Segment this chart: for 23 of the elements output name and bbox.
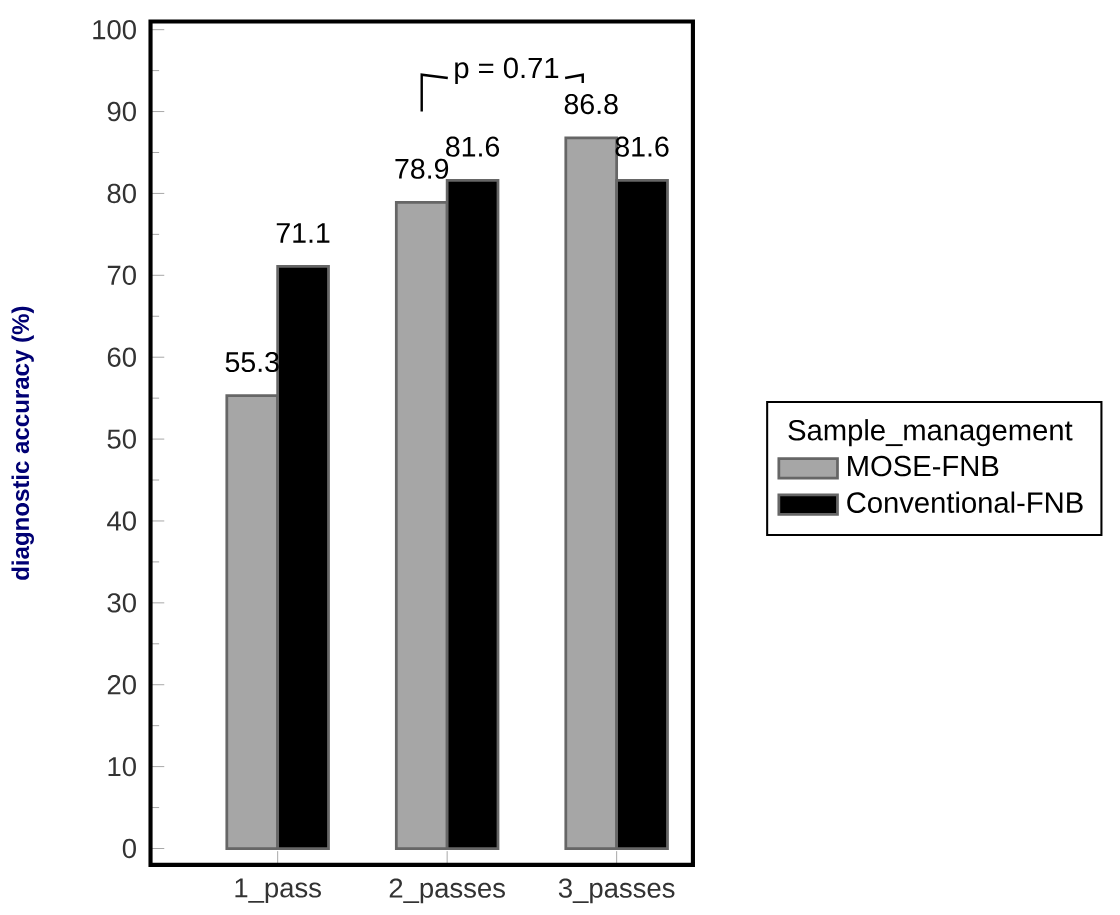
x-tick-label: 1_pass [235, 878, 321, 904]
y-tick-label: 60 [107, 347, 136, 368]
y-tick-label: 100 [93, 20, 136, 40]
y-tick-label: 20 [107, 675, 136, 695]
y-tick-label: 0 [122, 838, 136, 859]
y-tick-label: 90 [107, 101, 136, 122]
x-tick-label: 2_passes [389, 878, 505, 904]
data-label: 81.6 [446, 136, 500, 157]
y-tick-label: 70 [107, 265, 136, 286]
annotation: p = 0.71 [455, 57, 559, 85]
data-label: 86.8 [564, 94, 618, 115]
data-label: 78.9 [395, 158, 449, 180]
legend-label: MOSE-FNB [848, 455, 999, 477]
y-tick-label: 10 [108, 757, 136, 777]
y-tick-label: 30 [107, 593, 136, 613]
y-tick-label: 80 [107, 183, 136, 204]
data-label: 71.1 [276, 223, 330, 243]
y-tick-label: 40 [107, 511, 136, 531]
legend-label: Conventional-FNB [847, 491, 1083, 514]
legend-title: Sample_management [788, 419, 1073, 447]
x-tick-label: 3_passes [558, 878, 675, 904]
y-tick-label: 50 [107, 429, 136, 449]
y-axis-title: diagnostic accuracy (%) [11, 306, 34, 580]
